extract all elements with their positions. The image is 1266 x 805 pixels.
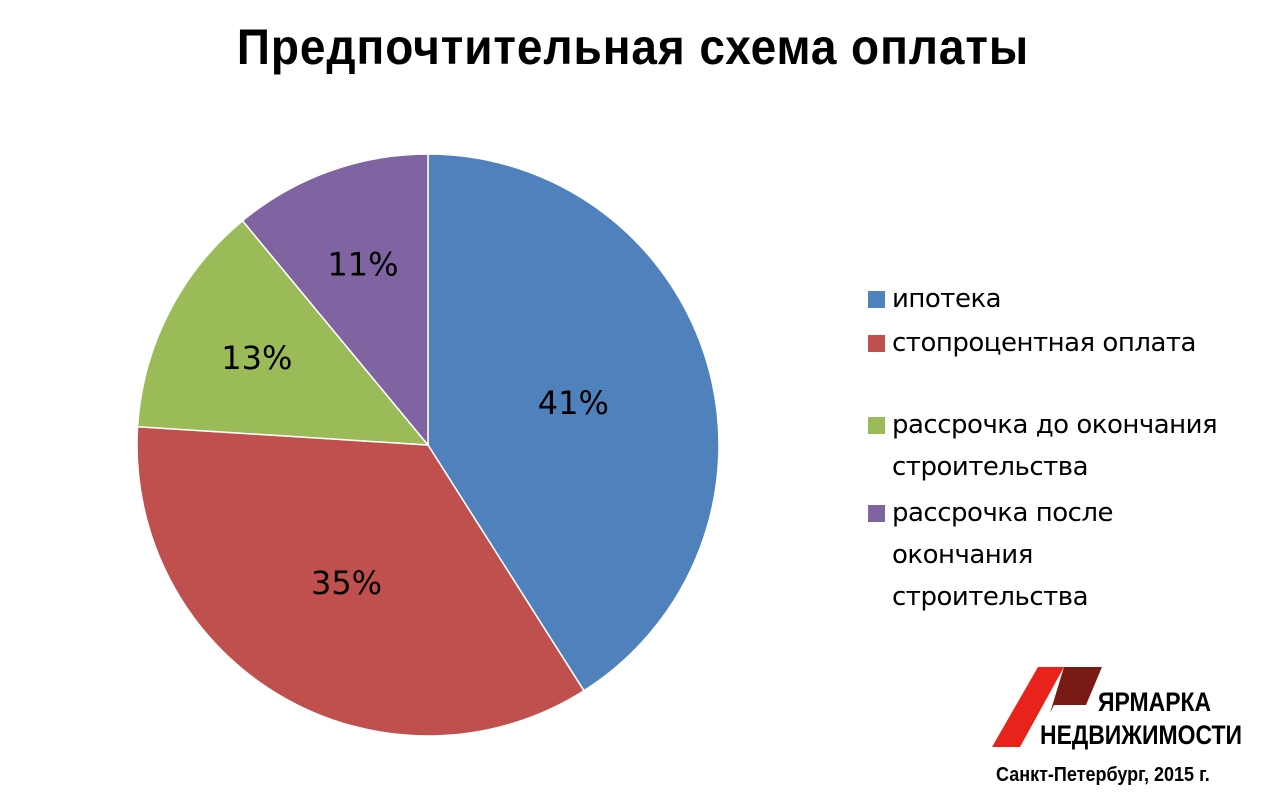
pie-slice-3 xyxy=(136,219,430,446)
legend-label-line2: строительства xyxy=(892,582,1089,612)
pie-slice-label-4: 11% xyxy=(327,245,398,283)
logo-text-nedvizhimosti: НЕДВИЖИМОСТИ xyxy=(1040,720,1243,750)
legend-label-line1: рассрочка после окончания xyxy=(892,498,1114,570)
legend: ипотека стопроцентная оплата рассрочка д… xyxy=(868,278,1258,618)
legend-label: стопроцентная оплата xyxy=(892,328,1196,358)
footer-note: Санкт-Петербург, 2015 г. xyxy=(996,764,1210,786)
legend-label-line2: строительства xyxy=(892,452,1089,482)
legend-item-installment-after: рассрочка после окончания строительства xyxy=(868,492,1258,618)
legend-label-line1: рассрочка до окончания xyxy=(892,410,1218,440)
chart-title: Предпочтительная схема оплаты xyxy=(236,19,1030,75)
legend-item-ipoteka: ипотека xyxy=(868,278,1258,320)
pie-slice-2 xyxy=(136,425,585,737)
pie-slice-1 xyxy=(427,153,720,692)
pie-slice-4 xyxy=(241,153,429,448)
logo: ЯРМАРКА НЕДВИЖИМОСТИ xyxy=(990,665,1242,755)
legend-swatch xyxy=(868,291,885,308)
pie-slice-label-1: 41% xyxy=(538,384,609,422)
legend-item-full-payment: стопроцентная оплата xyxy=(868,322,1258,364)
logo-text-yarmarka: ЯРМАРКА xyxy=(1098,687,1212,717)
pie-slice-label-2: 35% xyxy=(311,564,382,602)
legend-swatch xyxy=(868,505,885,522)
pie-slice-label-3: 13% xyxy=(221,339,292,377)
logo-roof-icon xyxy=(992,667,1102,747)
legend-item-installment-before: рассрочка до окончания строительства xyxy=(868,404,1258,488)
legend-label: ипотека xyxy=(892,284,1002,314)
legend-swatch xyxy=(868,335,885,352)
legend-swatch xyxy=(868,417,885,434)
